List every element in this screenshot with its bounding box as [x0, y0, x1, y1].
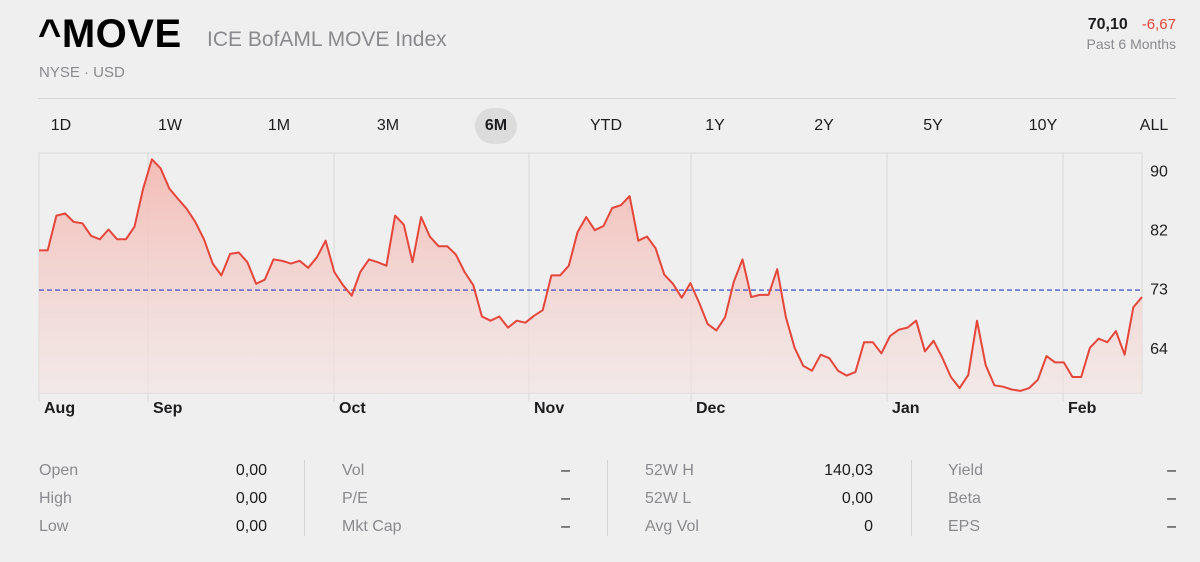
- x-axis: Aug Sep Oct Nov Dec Jan Feb: [44, 400, 1097, 417]
- stats-separator: [911, 460, 912, 536]
- stat-label-52w-low: 52W L: [645, 490, 692, 507]
- price-area: [39, 159, 1142, 393]
- range-1m[interactable]: 1M: [267, 117, 291, 134]
- stat-label-low: Low: [39, 518, 69, 535]
- y-tick-label: 90: [1150, 163, 1168, 180]
- range-1y[interactable]: 1Y: [705, 117, 725, 134]
- range-3m[interactable]: 3M: [376, 117, 400, 134]
- stat-label-mkt-cap: Mkt Cap: [342, 518, 402, 535]
- stat-value-low: 0,00: [235, 518, 267, 535]
- x-tick-label: Nov: [534, 400, 564, 417]
- x-tick-label: Jan: [892, 400, 920, 417]
- price-change: -6,67: [1141, 16, 1176, 33]
- stat-value-eps: –: [1167, 518, 1176, 535]
- x-tick-label: Aug: [44, 400, 75, 417]
- stat-label-high: High: [39, 490, 72, 507]
- range-all[interactable]: ALL: [1139, 117, 1169, 134]
- stat-label-yield: Yield: [948, 462, 983, 479]
- y-tick-label: 64: [1150, 341, 1168, 358]
- stat-value-high: 0,00: [235, 490, 267, 507]
- stat-label-vol: Vol: [342, 462, 365, 479]
- stat-value-avg-vol: 0: [864, 518, 873, 535]
- stat-value-pe: –: [561, 490, 570, 507]
- header-divider: [38, 98, 1176, 99]
- stat-value-52w-low: 0,00: [841, 490, 873, 507]
- x-tick-label: Dec: [696, 400, 725, 417]
- range-1d[interactable]: 1D: [50, 117, 72, 134]
- stat-label-open: Open: [39, 462, 79, 479]
- price-chart[interactable]: 90 82 73 64 Aug Sep Oct Nov Dec Jan Feb: [0, 148, 1200, 423]
- range-selector: 1D 1W 1M 3M 6M YTD 1Y 2Y 5Y 10Y ALL: [0, 108, 1200, 144]
- stat-value-beta: –: [1167, 490, 1176, 507]
- stat-label-52w-high: 52W H: [645, 462, 694, 479]
- range-5y[interactable]: 5Y: [923, 117, 943, 134]
- price-line: [39, 158, 1143, 392]
- stats-panel: Open 0,00 High 0,00 Low 0,00 Vol – P/E –…: [0, 456, 1200, 546]
- x-tick-label: Sep: [153, 400, 183, 417]
- price-block: 70,10 -6,67 Past 6 Months: [1087, 16, 1177, 52]
- range-ytd[interactable]: YTD: [590, 117, 622, 134]
- stat-value-mkt-cap: –: [561, 518, 570, 535]
- stat-value-52w-high: 140,03: [824, 462, 873, 479]
- x-tick-label: Oct: [339, 400, 366, 417]
- range-2y[interactable]: 2Y: [814, 117, 834, 134]
- stat-label-eps: EPS: [948, 518, 981, 535]
- company-name: ICE BofAML MOVE Index: [207, 28, 447, 51]
- stat-label-avg-vol: Avg Vol: [645, 518, 699, 535]
- stats-separator: [304, 460, 305, 536]
- stat-value-vol: –: [561, 462, 570, 479]
- stat-value-open: 0,00: [235, 462, 267, 479]
- stat-label-beta: Beta: [948, 490, 981, 507]
- price-row: 70,10 -6,67: [1087, 16, 1176, 34]
- period-note: Past 6 Months: [1086, 36, 1177, 52]
- range-6m[interactable]: 6M: [474, 108, 518, 144]
- x-tick-label: Feb: [1068, 400, 1097, 417]
- stats-separator: [607, 460, 608, 536]
- y-tick-label: 82: [1150, 223, 1168, 240]
- range-1w[interactable]: 1W: [158, 117, 182, 134]
- y-tick-label: 73: [1150, 282, 1168, 299]
- ticker-symbol: ^MOVE: [38, 12, 182, 56]
- exchange-currency: NYSE · USD: [39, 64, 125, 81]
- stat-value-yield: –: [1167, 462, 1176, 479]
- current-price: 70,10: [1087, 16, 1128, 33]
- stat-label-pe: P/E: [342, 490, 368, 507]
- range-10y[interactable]: 10Y: [1028, 117, 1058, 134]
- y-axis: 90 82 73 64: [1150, 163, 1168, 357]
